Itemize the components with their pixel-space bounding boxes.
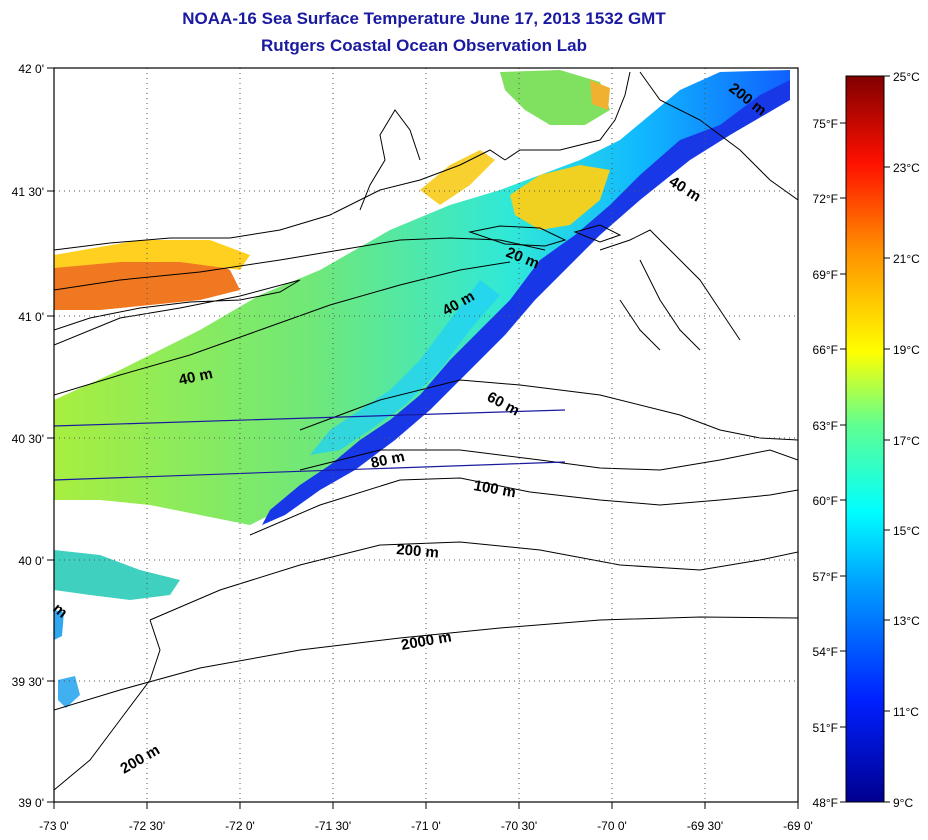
cb-label-69f: 69°F <box>813 268 838 282</box>
contour-label-edge: m <box>49 600 70 622</box>
coastline-islands <box>468 224 622 247</box>
contour-100m <box>249 477 798 536</box>
cb-label-51f: 51°F <box>813 721 838 735</box>
sst-south-patch-2 <box>58 676 80 708</box>
sst-cold-band <box>262 80 790 525</box>
sst-cape-cod-bay <box>500 70 610 125</box>
contour-80m <box>299 449 798 471</box>
sst-cape-cod-bay-warm <box>590 80 610 110</box>
contour-label-200m: 200 m <box>396 541 440 562</box>
cb-label-21c: 21°C <box>893 252 920 266</box>
lat-label-42-0: 42 0' <box>18 62 44 76</box>
contour-label-40m-west: 40 m <box>177 365 214 389</box>
cb-label-54f: 54°F <box>813 645 838 659</box>
lon-label-70-30: -70 30' <box>501 819 537 833</box>
lon-label-73-0: -73 0' <box>39 819 69 833</box>
cb-label-63f: 63°F <box>813 419 838 433</box>
sst-shelf-water <box>54 70 790 525</box>
map-title: NOAA-16 Sea Surface Temperature June 17,… <box>182 9 666 28</box>
contour-label-80m: 80 m <box>369 448 406 472</box>
coastline-long-island <box>54 279 301 346</box>
cb-label-11c: 11°C <box>893 705 919 719</box>
lon-label-70-0: -70 0' <box>597 819 627 833</box>
cb-label-75f: 75°F <box>813 117 838 131</box>
contour-200m-canyon <box>54 619 161 791</box>
contour-200m <box>149 541 798 621</box>
cb-label-48f: 48°F <box>813 796 838 810</box>
lat-label-41-30: 41 30' <box>12 185 44 199</box>
lon-label-72-0: -72 0' <box>225 819 255 833</box>
coastline-connecticut <box>54 149 506 251</box>
colorbar-celsius-labels: 25°C 23°C 21°C 19°C 17°C 15°C 13°C 11°C … <box>893 70 920 810</box>
contour-2000m <box>54 616 798 711</box>
cb-label-72f: 72°F <box>813 192 838 206</box>
axis-ticks <box>47 67 799 809</box>
lon-tick-labels: -73 0' -72 30' -72 0' -71 30' -71 0' -70… <box>39 819 813 833</box>
cb-label-66f: 66°F <box>813 343 838 357</box>
contour-label-60m: 60 m <box>484 389 522 420</box>
contour-label-2000m: 2000 m <box>400 628 453 654</box>
cb-label-13c: 13°C <box>893 614 920 628</box>
graticule <box>54 68 798 802</box>
contour-label-100m: 100 m <box>472 477 517 501</box>
sst-south-patch <box>54 550 180 600</box>
cb-label-17c: 17°C <box>893 434 920 448</box>
sst-data-layer <box>54 70 790 708</box>
lat-label-40-30: 40 30' <box>12 432 44 446</box>
lon-label-69-30: -69 30' <box>687 819 723 833</box>
cb-label-60f: 60°F <box>813 494 838 508</box>
lat-label-40-0: 40 0' <box>18 554 44 568</box>
track-line-2 <box>53 461 566 481</box>
cb-label-25c: 25°C <box>893 70 920 84</box>
contour-200m-gulf-of-maine <box>639 71 798 201</box>
lon-label-71-30: -71 30' <box>315 819 351 833</box>
coastline-and-bathymetry <box>54 71 798 791</box>
contour-label-200m-south: 200 m <box>118 741 163 777</box>
cb-label-19c: 19°C <box>893 343 920 357</box>
cb-label-9c: 9°C <box>893 796 913 810</box>
sst-cyan-band <box>310 280 500 455</box>
lon-label-71-0: -71 0' <box>411 819 441 833</box>
cb-label-57f: 57°F <box>813 570 838 584</box>
sst-west-patch <box>54 610 64 640</box>
coastline-rhode-island <box>359 109 421 211</box>
map-subtitle: Rutgers Coastal Ocean Observation Lab <box>261 36 587 55</box>
colorbar-gradient <box>845 75 885 803</box>
lon-label-72-30: -72 30' <box>129 819 165 833</box>
lat-label-39-0: 39 0' <box>18 796 44 810</box>
colorbar-fahrenheit-labels: 75°F 72°F 69°F 66°F 63°F 60°F 57°F 54°F … <box>813 117 838 810</box>
contour-40m-inner <box>54 261 511 396</box>
cb-label-15c: 15°C <box>893 524 920 538</box>
cb-label-23c: 23°C <box>893 161 920 175</box>
lat-label-41-0: 41 0' <box>18 310 44 324</box>
lat-tick-labels: 42 0' 41 30' 41 0' 40 30' 40 0' 39 30' 3… <box>12 62 44 810</box>
contour-label-40m-gulf: 40 m <box>666 173 704 206</box>
sst-buzzards-bay <box>420 150 495 205</box>
coastline-cape-cod <box>504 71 631 161</box>
lat-label-39-30: 39 30' <box>12 675 44 689</box>
sst-long-island-sound <box>54 250 240 310</box>
contour-20m <box>54 237 546 291</box>
contour-60m <box>299 379 798 441</box>
lon-label-69-0: -69 0' <box>783 819 813 833</box>
satellite-track-lines <box>53 409 566 481</box>
sst-nantucket-sound <box>510 165 610 230</box>
sst-sound-edge <box>54 240 250 270</box>
track-line-1 <box>53 409 566 427</box>
shoals <box>599 229 741 351</box>
colorbar: 25°C 23°C 21°C 19°C 17°C 15°C 13°C 11°C … <box>813 70 921 810</box>
